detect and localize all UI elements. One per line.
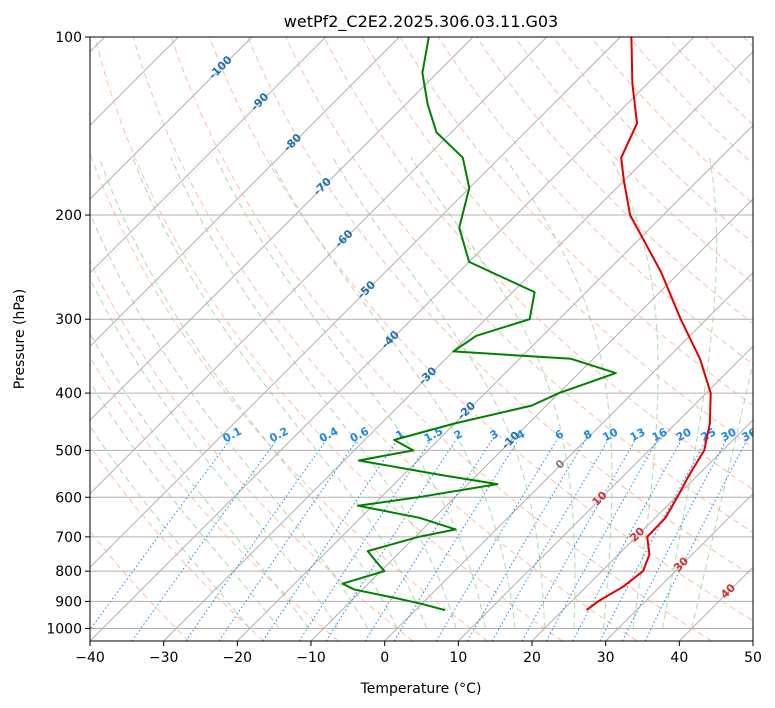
dry-adiabat-line <box>94 37 563 641</box>
y-tick-label: 100 <box>55 30 82 46</box>
moist-adiabat-line <box>98 157 398 629</box>
mixing-ratio-line <box>185 439 327 641</box>
dry-adiabat-line <box>361 37 753 448</box>
mixing-ratio-line <box>298 439 432 641</box>
dry-adiabat-line <box>514 37 753 284</box>
plot-frame <box>89 36 754 642</box>
x-tick-label: 20 <box>523 650 541 666</box>
moist-adiabat-line <box>691 360 753 629</box>
dry-adiabat-line <box>399 37 753 406</box>
mixing-ratio-line <box>467 439 586 641</box>
isotherm-line <box>90 37 548 495</box>
isotherm-line <box>90 37 621 569</box>
dry-adiabat-line <box>90 260 414 641</box>
dewpoint-profile-line <box>341 37 617 612</box>
moist-adiabat-line <box>170 157 457 629</box>
y-tick-label: 200 <box>55 208 82 224</box>
dry-adiabat-line <box>209 37 753 622</box>
mixing-ratio-line <box>218 439 358 641</box>
dry-adiabat-line <box>323 37 753 491</box>
isotherm-line <box>90 37 400 348</box>
y-tick-label: 600 <box>55 490 82 506</box>
dry-adiabat-line <box>90 445 264 641</box>
mixing-ratio-label: 20 <box>674 425 694 444</box>
y-tick-label: 1000 <box>46 621 82 637</box>
y-tick-label: 900 <box>55 594 82 610</box>
moist-adiabat-line <box>90 277 339 629</box>
mixing-ratio-line <box>435 439 558 641</box>
dry-adiabat-line <box>170 37 712 641</box>
isotherm-line <box>384 271 753 641</box>
temperature-profile-line <box>585 37 712 611</box>
x-tick-label: −20 <box>223 650 253 666</box>
mixing-ratio-line <box>131 439 278 641</box>
moist-adiabat-line <box>90 425 251 629</box>
isotherm-line <box>90 37 327 274</box>
moist-adiabat-line <box>410 157 576 629</box>
mixing-ratio-line <box>621 439 727 641</box>
mixing-ratio-line <box>491 439 609 641</box>
mixing-ratio-label: 10 <box>601 425 621 444</box>
mixing-ratio-line <box>521 439 636 641</box>
x-tick-label: 40 <box>670 650 688 666</box>
isotherm-line <box>605 492 753 641</box>
moist-adiabat-line <box>504 157 613 629</box>
mixing-ratio-label: 36 <box>740 425 760 444</box>
x-axis-label: Temperature (°C) <box>360 681 482 697</box>
moist-adiabat-line <box>90 211 369 629</box>
isotherm-line <box>163 50 753 641</box>
dry-adiabat-line <box>476 37 753 325</box>
moist-adiabat-line <box>661 157 718 629</box>
mixing-ratio-label: 13 <box>628 426 648 445</box>
dry-adiabat-line <box>247 37 753 577</box>
x-tick-label: 10 <box>449 650 467 666</box>
x-tick-label: 0 <box>380 650 389 666</box>
isotherm-line <box>90 37 253 200</box>
y-tick-label: 800 <box>55 564 82 580</box>
mixing-ratio-line <box>90 439 231 631</box>
mixing-ratio-label: 30 <box>719 425 739 444</box>
mixing-ratio-line <box>599 439 707 641</box>
mixing-ratio-line <box>644 439 748 641</box>
y-tick-label: 400 <box>55 386 82 402</box>
mixing-ratio-line <box>262 439 399 641</box>
chart-title: wetPf2_C2E2.2025.306.03.11.G03 <box>284 12 558 32</box>
y-tick-label: 700 <box>55 530 82 546</box>
moist-adiabat-line <box>90 381 280 629</box>
moist-adiabat-line <box>268 157 516 629</box>
dry-adiabat-line <box>628 37 753 165</box>
dry-adiabat-line <box>132 37 638 641</box>
isotherm-line <box>90 37 474 421</box>
moist-adiabat-line <box>132 157 428 629</box>
moist-adiabat-line <box>610 157 659 629</box>
mixing-ratio-line <box>393 439 519 641</box>
mixing-ratio-label: 16 <box>650 425 670 444</box>
x-tick-label: 30 <box>597 650 615 666</box>
isotherm-line <box>457 345 753 641</box>
x-tick-label: −40 <box>75 650 105 666</box>
y-tick-label: 500 <box>55 443 82 459</box>
y-axis-label: Pressure (hPa) <box>12 289 28 389</box>
dry-adiabat-line <box>590 37 753 205</box>
isotherm-line <box>236 124 753 641</box>
x-tick-label: −30 <box>149 650 179 666</box>
x-tick-label: 50 <box>744 650 762 666</box>
y-tick-label: 300 <box>55 312 82 328</box>
isotherm-line <box>531 419 753 641</box>
x-tick-label: −10 <box>296 650 326 666</box>
isotherm-line <box>90 37 695 641</box>
